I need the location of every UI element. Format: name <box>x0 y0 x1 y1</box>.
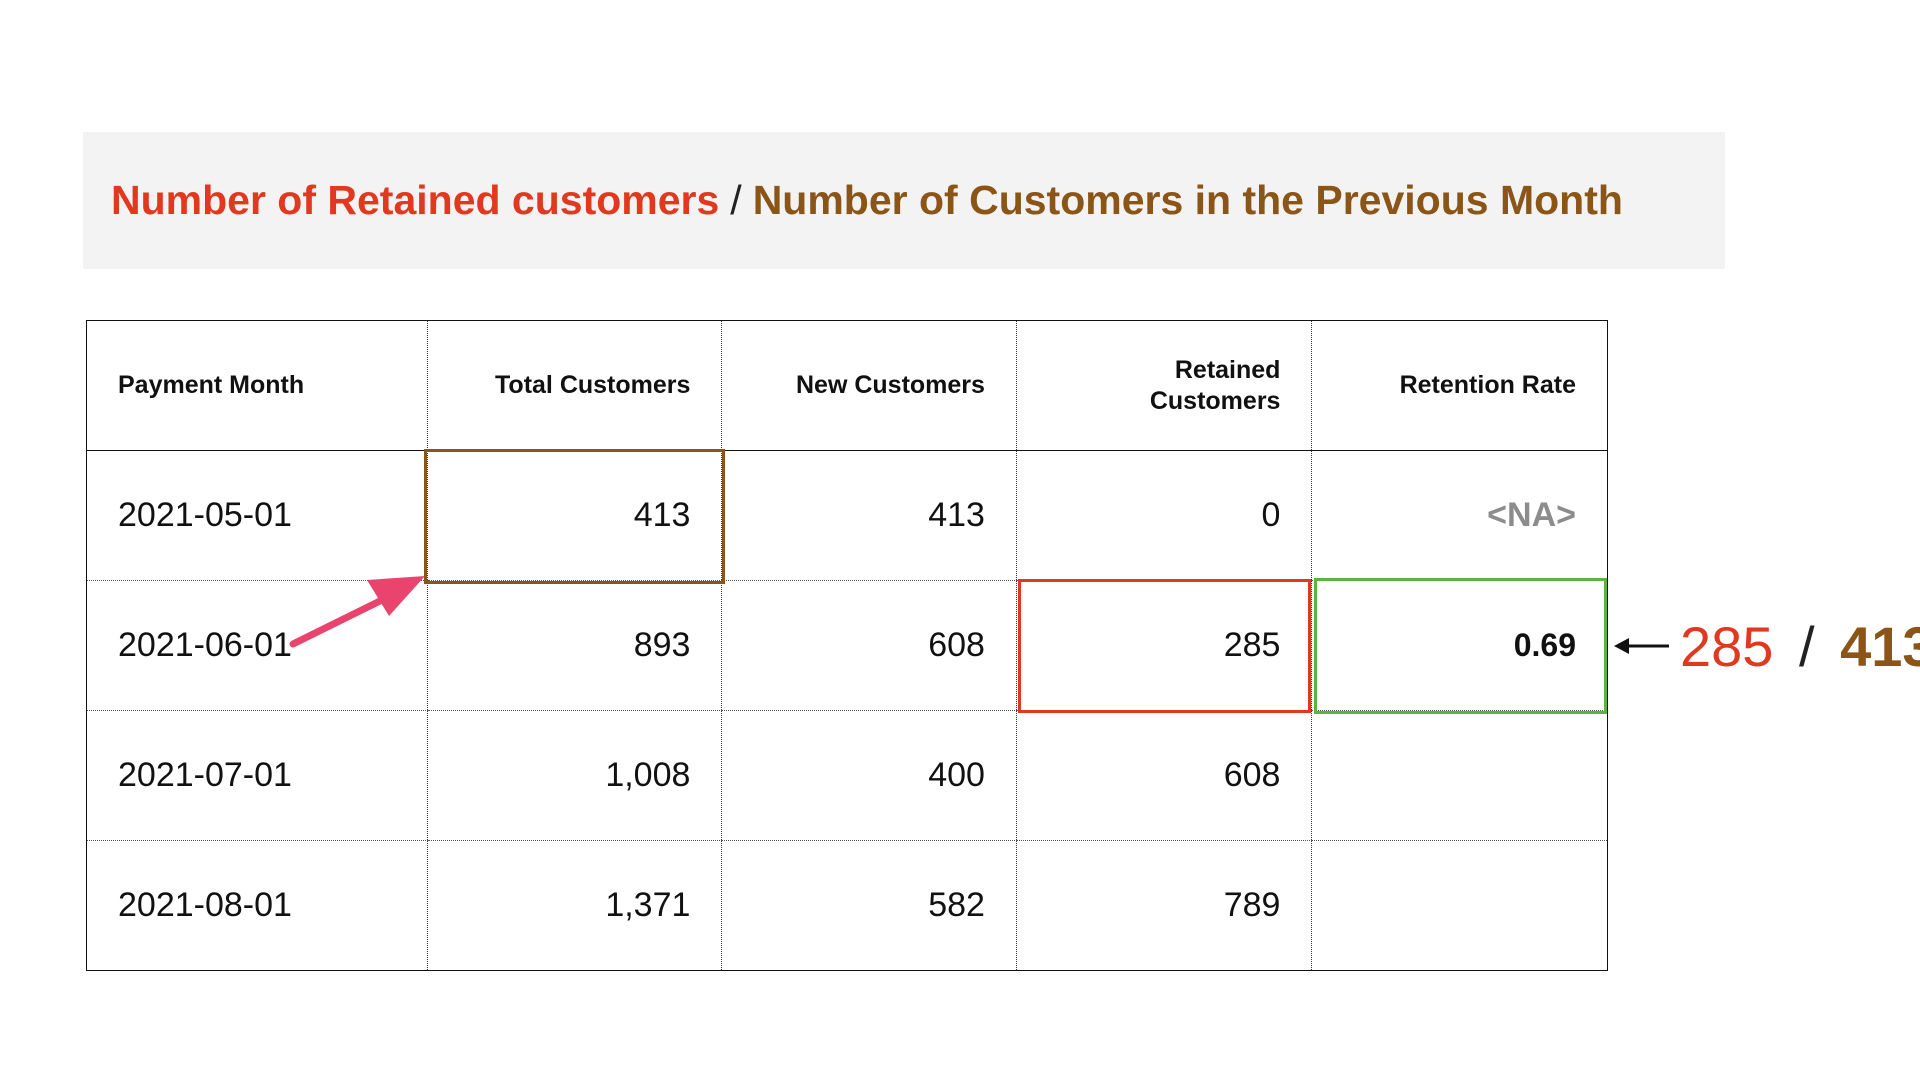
cell-retained-customers: 608 <box>1015 710 1312 841</box>
cell-payment-month: 2021-05-01 <box>86 450 428 581</box>
header-retained-customers: Retained Customers <box>1015 320 1312 451</box>
cell-retention-rate <box>1311 710 1608 841</box>
na-value: <NA> <box>1487 496 1576 534</box>
pink-pointer-arrow-icon <box>289 576 425 648</box>
cell-payment-month: 2021-08-01 <box>118 886 292 924</box>
table-header-row: Payment Month Total Customers New Custom… <box>86 320 1608 451</box>
cell-new-customers: 413 <box>721 450 1017 581</box>
retention-rate-value: 0.69 <box>1513 627 1576 663</box>
formula-numerator: Number of Retained customers <box>111 177 720 223</box>
cell-retention-rate: <NA> <box>1311 450 1608 581</box>
header-total-customers: Total Customers <box>426 320 722 451</box>
cell-new-customers: 400 <box>721 710 1017 841</box>
formula-denominator: Number of Customers in the Previous Mont… <box>752 177 1623 223</box>
table-row: 2021-07-01 1,008 400 608 <box>86 710 1608 841</box>
side-calc-numerator: 285 <box>1680 615 1774 678</box>
table-row: 2021-05-01 413 413 0 <NA> <box>86 450 1608 581</box>
formula-banner: Number of Retained customers / Number of… <box>83 132 1725 269</box>
left-arrow-icon <box>1614 638 1669 654</box>
cell-total-customers: 413 <box>426 450 722 581</box>
header-new-customers: New Customers <box>721 320 1017 451</box>
cell-total-customers: 1,371 <box>426 840 722 971</box>
cell-retained-customers: 285 <box>1015 580 1312 711</box>
header-retention-rate: Retention Rate <box>1311 320 1608 451</box>
cell-retained-customers: 0 <box>1015 450 1312 581</box>
cell-retention-rate: 0.69 <box>1311 580 1608 711</box>
side-calc-denominator: 413 <box>1840 615 1920 678</box>
cell-total-customers: 1,008 <box>426 710 722 841</box>
cell-payment-month: 2021-07-01 <box>86 710 428 841</box>
table-row: 2021-06-01 893 608 285 0.69 <box>86 580 1608 711</box>
formula-divider: / <box>730 177 742 223</box>
cell-new-customers: 582 <box>721 840 1017 971</box>
header-payment-month: Payment Month <box>86 320 428 451</box>
table-row: 2021-08-01 1,371 582 789 <box>87 840 1608 971</box>
retention-table: Payment Month Total Customers New Custom… <box>86 320 1608 971</box>
cell-retained-customers: 789 <box>1015 840 1312 971</box>
cell-total-customers: 893 <box>426 580 722 711</box>
side-calc-divider: / <box>1799 615 1815 678</box>
side-calculation: 285 / 413 <box>1680 615 1920 679</box>
cell-retention-rate <box>1311 840 1608 971</box>
cell-new-customers: 608 <box>721 580 1017 711</box>
